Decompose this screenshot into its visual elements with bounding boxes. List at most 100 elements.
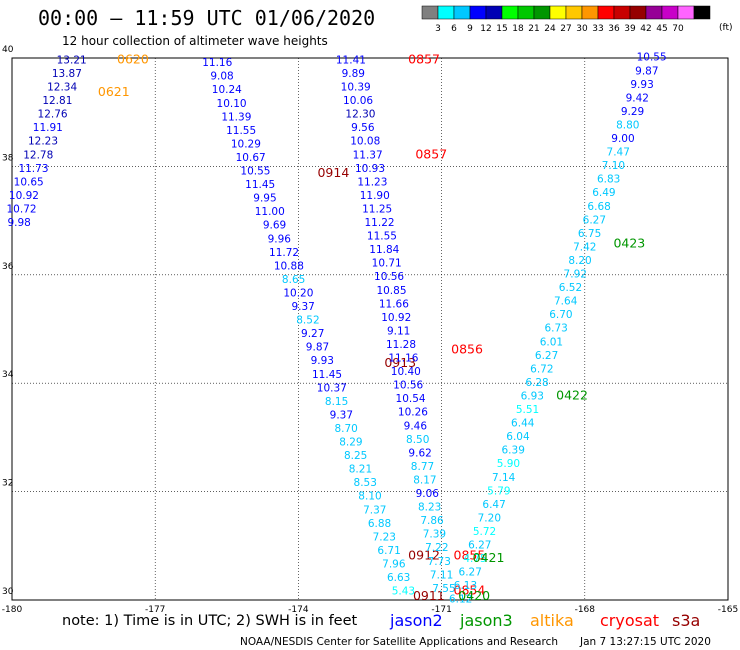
wave-height-value: 6.27 — [535, 350, 558, 362]
legend-swatch — [533, 5, 551, 20]
wave-height-value: 6.27 — [459, 567, 482, 579]
wave-height-value: 8.65 — [282, 274, 305, 286]
wave-height-value: 6.04 — [506, 431, 530, 443]
axis-tick-labels: -180 -177 -174 -171 -168 -165 30 32 34 36 38 40 — [2, 45, 738, 615]
legend-swatch — [613, 5, 631, 20]
wave-height-value: 11.39 — [221, 111, 251, 123]
wave-height-value: 8.29 — [339, 437, 362, 449]
longitude-label: -165 — [718, 605, 738, 615]
wave-height-value: 6.12 — [449, 594, 472, 606]
wave-height-value: 10.20 — [283, 287, 313, 299]
pass-time-label: 0857 — [415, 146, 447, 161]
map-frame — [11, 57, 729, 601]
latitude-label: 32 — [2, 479, 13, 489]
wave-height-value: 10.08 — [350, 136, 380, 148]
satellite-name-cryosat: cryosat — [600, 611, 659, 630]
wave-height-value: 8.23 — [418, 502, 441, 514]
wave-height-value: 9.11 — [387, 325, 410, 337]
wave-height-value: 11.45 — [312, 369, 342, 381]
wave-height-value: 10.54 — [396, 393, 426, 405]
legend-label: 70 — [672, 24, 684, 34]
wave-height-value: 8.25 — [344, 450, 367, 462]
latitude-label: 38 — [2, 153, 14, 163]
longitude-label: -177 — [145, 605, 165, 615]
wave-height-value: 11.37 — [353, 149, 383, 161]
wave-height-value: 8.52 — [296, 315, 319, 327]
wave-height-value: 6.52 — [559, 282, 582, 294]
wave-height-value: 11.91 — [33, 122, 63, 134]
wave-height-value: 6.71 — [377, 545, 400, 557]
legend-swatch — [661, 5, 679, 20]
latitude-label: 30 — [2, 587, 14, 597]
wave-height-value: 12.81 — [42, 95, 72, 107]
legend-swatch — [421, 5, 439, 20]
pass-time-label: 0422 — [556, 387, 588, 402]
wave-height-value: 8.53 — [354, 477, 377, 489]
legend-label: 18 — [512, 24, 524, 34]
wave-height-value: 9.95 — [253, 193, 276, 205]
legend-swatch — [677, 5, 695, 20]
legend-swatch — [581, 5, 599, 20]
wave-height-value: 7.20 — [478, 512, 501, 524]
wave-height-value: 13.21 — [57, 54, 87, 66]
wave-height-value: 10.92 — [381, 312, 411, 324]
pass-time-label: 0423 — [613, 236, 645, 251]
credit-line: NOAA/NESDIS Center for Satellite Applica… — [240, 636, 558, 648]
wave-height-value: 7.10 — [602, 160, 625, 172]
legend-swatch — [453, 5, 471, 20]
wave-height-value: 6.72 — [530, 363, 553, 375]
wave-height-value: 9.96 — [268, 233, 292, 245]
legend-label: 6 — [451, 24, 457, 34]
wave-height-value: 10.10 — [217, 98, 247, 110]
wave-height-value: 11.41 — [336, 54, 366, 66]
wave-height-value: 7.22 — [425, 542, 448, 554]
wave-height-value: 6.75 — [578, 228, 601, 240]
wave-height-value: 5.79 — [487, 485, 510, 497]
wave-height-value: 9.93 — [311, 355, 334, 367]
wave-height-value: 11.45 — [245, 179, 275, 191]
longitude-label: -171 — [431, 605, 451, 615]
wave-height-value: 10.85 — [376, 285, 406, 297]
units-note: note: 1) Time is in UTC; 2) SWH is in fe… — [62, 613, 358, 629]
wave-height-value: 6.01 — [540, 336, 563, 348]
legend-swatch — [517, 5, 535, 20]
wave-height-value: 6.27 — [583, 214, 606, 226]
wave-height-value: 12.34 — [47, 82, 77, 94]
legend-swatch — [437, 5, 455, 20]
wave-height-value: 10.55 — [637, 52, 667, 64]
wave-height-value: 7.47 — [607, 147, 630, 159]
satellite-legend: jason2 jason3 altika cryosat s3a — [389, 611, 700, 630]
wave-height-value: 11.66 — [379, 298, 409, 310]
pass-time-label: 0913 — [384, 355, 416, 370]
wave-height-value: 13.87 — [52, 68, 82, 80]
wave-height-value: 4.75 — [463, 553, 486, 565]
wave-height-value: 7.39 — [423, 529, 446, 541]
wave-height-value: 10.40 — [391, 366, 421, 378]
wave-height-value: 12.78 — [23, 149, 53, 161]
legend-swatch — [469, 5, 487, 20]
wave-height-value: 10.06 — [343, 95, 373, 107]
wave-height-value: 11.90 — [360, 190, 390, 202]
wave-height-value: 12.30 — [345, 109, 375, 121]
wave-height-value: 6.70 — [549, 309, 572, 321]
wave-height-value: 10.93 — [355, 163, 385, 175]
wave-height-value: 10.24 — [212, 84, 242, 96]
wave-height-value: 6.63 — [387, 572, 410, 584]
legend-label: 36 — [608, 24, 620, 34]
wave-height-value: 7.86 — [420, 515, 444, 527]
pass-time-label: 0420 — [458, 588, 490, 603]
wave-height-value: 10.55 — [240, 166, 270, 178]
wave-height-value: 8.10 — [358, 491, 381, 503]
wave-height-value: 6.13 — [454, 580, 477, 592]
legend-swatch — [485, 5, 503, 20]
wave-height-value: 9.27 — [301, 328, 324, 340]
satellite-name-jason2: jason2 — [389, 611, 443, 630]
wave-height-value: 6.49 — [592, 187, 615, 199]
pass-time-label: 0857 — [408, 51, 440, 66]
wave-height-value: 9.46 — [404, 420, 428, 432]
wave-height-value: 11.16 — [202, 57, 232, 69]
gridlines — [12, 58, 728, 600]
wave-height-value: 5.51 — [516, 404, 539, 416]
